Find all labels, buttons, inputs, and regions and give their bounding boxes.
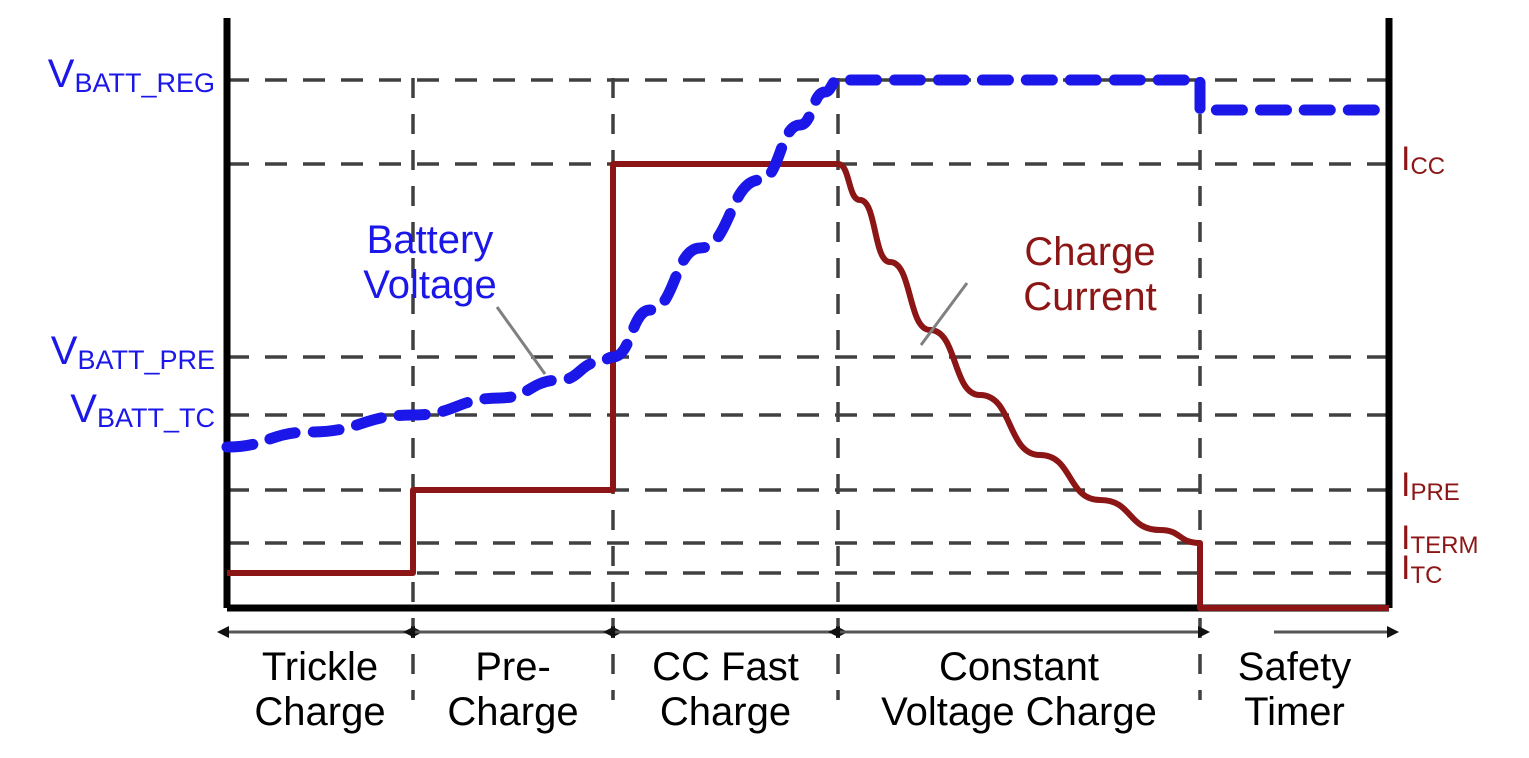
annotation-battery-voltage: Battery Voltage: [300, 218, 560, 308]
battery-voltage-curve: [221, 74, 1395, 453]
phase-label-cc-fast-charge-line1: CC Fast: [652, 645, 799, 689]
icc-subscript: CC: [1410, 153, 1446, 180]
phase-label-cc-fast-charge: CC Fast Charge: [613, 645, 838, 735]
icc-symbol: I: [1401, 140, 1411, 178]
annotation-charge-current-line1: Charge: [1024, 230, 1156, 274]
label-icc: ICC: [1401, 140, 1445, 179]
phase-label-constant-voltage-charge-line2: Voltage Charge: [881, 689, 1157, 734]
gridlines-group: [227, 78, 1389, 575]
itc-symbol: I: [1401, 549, 1411, 587]
phase-label-constant-voltage-charge-line1: Constant: [938, 645, 1100, 689]
annotation-charge-current-line2: Current: [1023, 274, 1157, 319]
label-vbatt-reg: VBATT_REG: [0, 52, 215, 97]
phase-label-safety-timer-line2: Timer: [1244, 689, 1345, 734]
battery-voltage-leader-line: [495, 306, 547, 375]
phase-label-pre-charge: Pre- Charge: [413, 645, 613, 735]
phase-label-trickle-charge-line1: Trickle: [261, 645, 379, 689]
iterm-symbol: I: [1401, 519, 1411, 557]
charge-current-curve: [227, 161, 1389, 611]
phase-label-constant-voltage-charge: Constant Voltage Charge: [838, 645, 1200, 735]
phase-label-safety-timer: Safety Timer: [1200, 645, 1389, 735]
annotation-battery-voltage-line1: Battery: [366, 218, 494, 262]
vbatt-pre-subscript: BATT_PRE: [77, 345, 215, 375]
annotation-battery-voltage-line2: Voltage: [363, 262, 497, 307]
iterm-subscript: TERM: [1410, 532, 1479, 559]
label-ipre: IPRE: [1401, 466, 1460, 505]
phase-label-cc-fast-charge-line2: Charge: [659, 689, 792, 734]
itc-subscript: TC: [1410, 562, 1443, 589]
vbatt-tc-symbol: V: [70, 387, 97, 431]
ipre-subscript: PRE: [1410, 479, 1460, 506]
axes-group: [223, 18, 1393, 612]
label-vbatt-tc: VBATT_TC: [0, 387, 215, 432]
phase-label-pre-charge-line1: Pre-: [475, 645, 551, 689]
phase-label-pre-charge-line2: Charge: [447, 689, 579, 734]
label-iterm: ITERM: [1401, 519, 1478, 558]
phase-label-trickle-charge-line2: Charge: [254, 689, 386, 734]
label-vbatt-pre: VBATT_PRE: [0, 329, 215, 374]
vbatt-reg-symbol: V: [47, 52, 75, 96]
phase-label-trickle-charge: Trickle Charge: [227, 645, 413, 735]
ipre-symbol: I: [1401, 466, 1411, 504]
vbatt-tc-subscript: BATT_TC: [96, 403, 215, 433]
phase-label-safety-timer-line1: Safety: [1237, 645, 1352, 689]
vbatt-pre-symbol: V: [50, 329, 78, 373]
charge-current-leader-line: [919, 282, 969, 346]
annotation-charge-current: Charge Current: [960, 230, 1220, 320]
vbatt-reg-subscript: BATT_REG: [74, 68, 215, 98]
label-itc: ITC: [1401, 549, 1442, 588]
